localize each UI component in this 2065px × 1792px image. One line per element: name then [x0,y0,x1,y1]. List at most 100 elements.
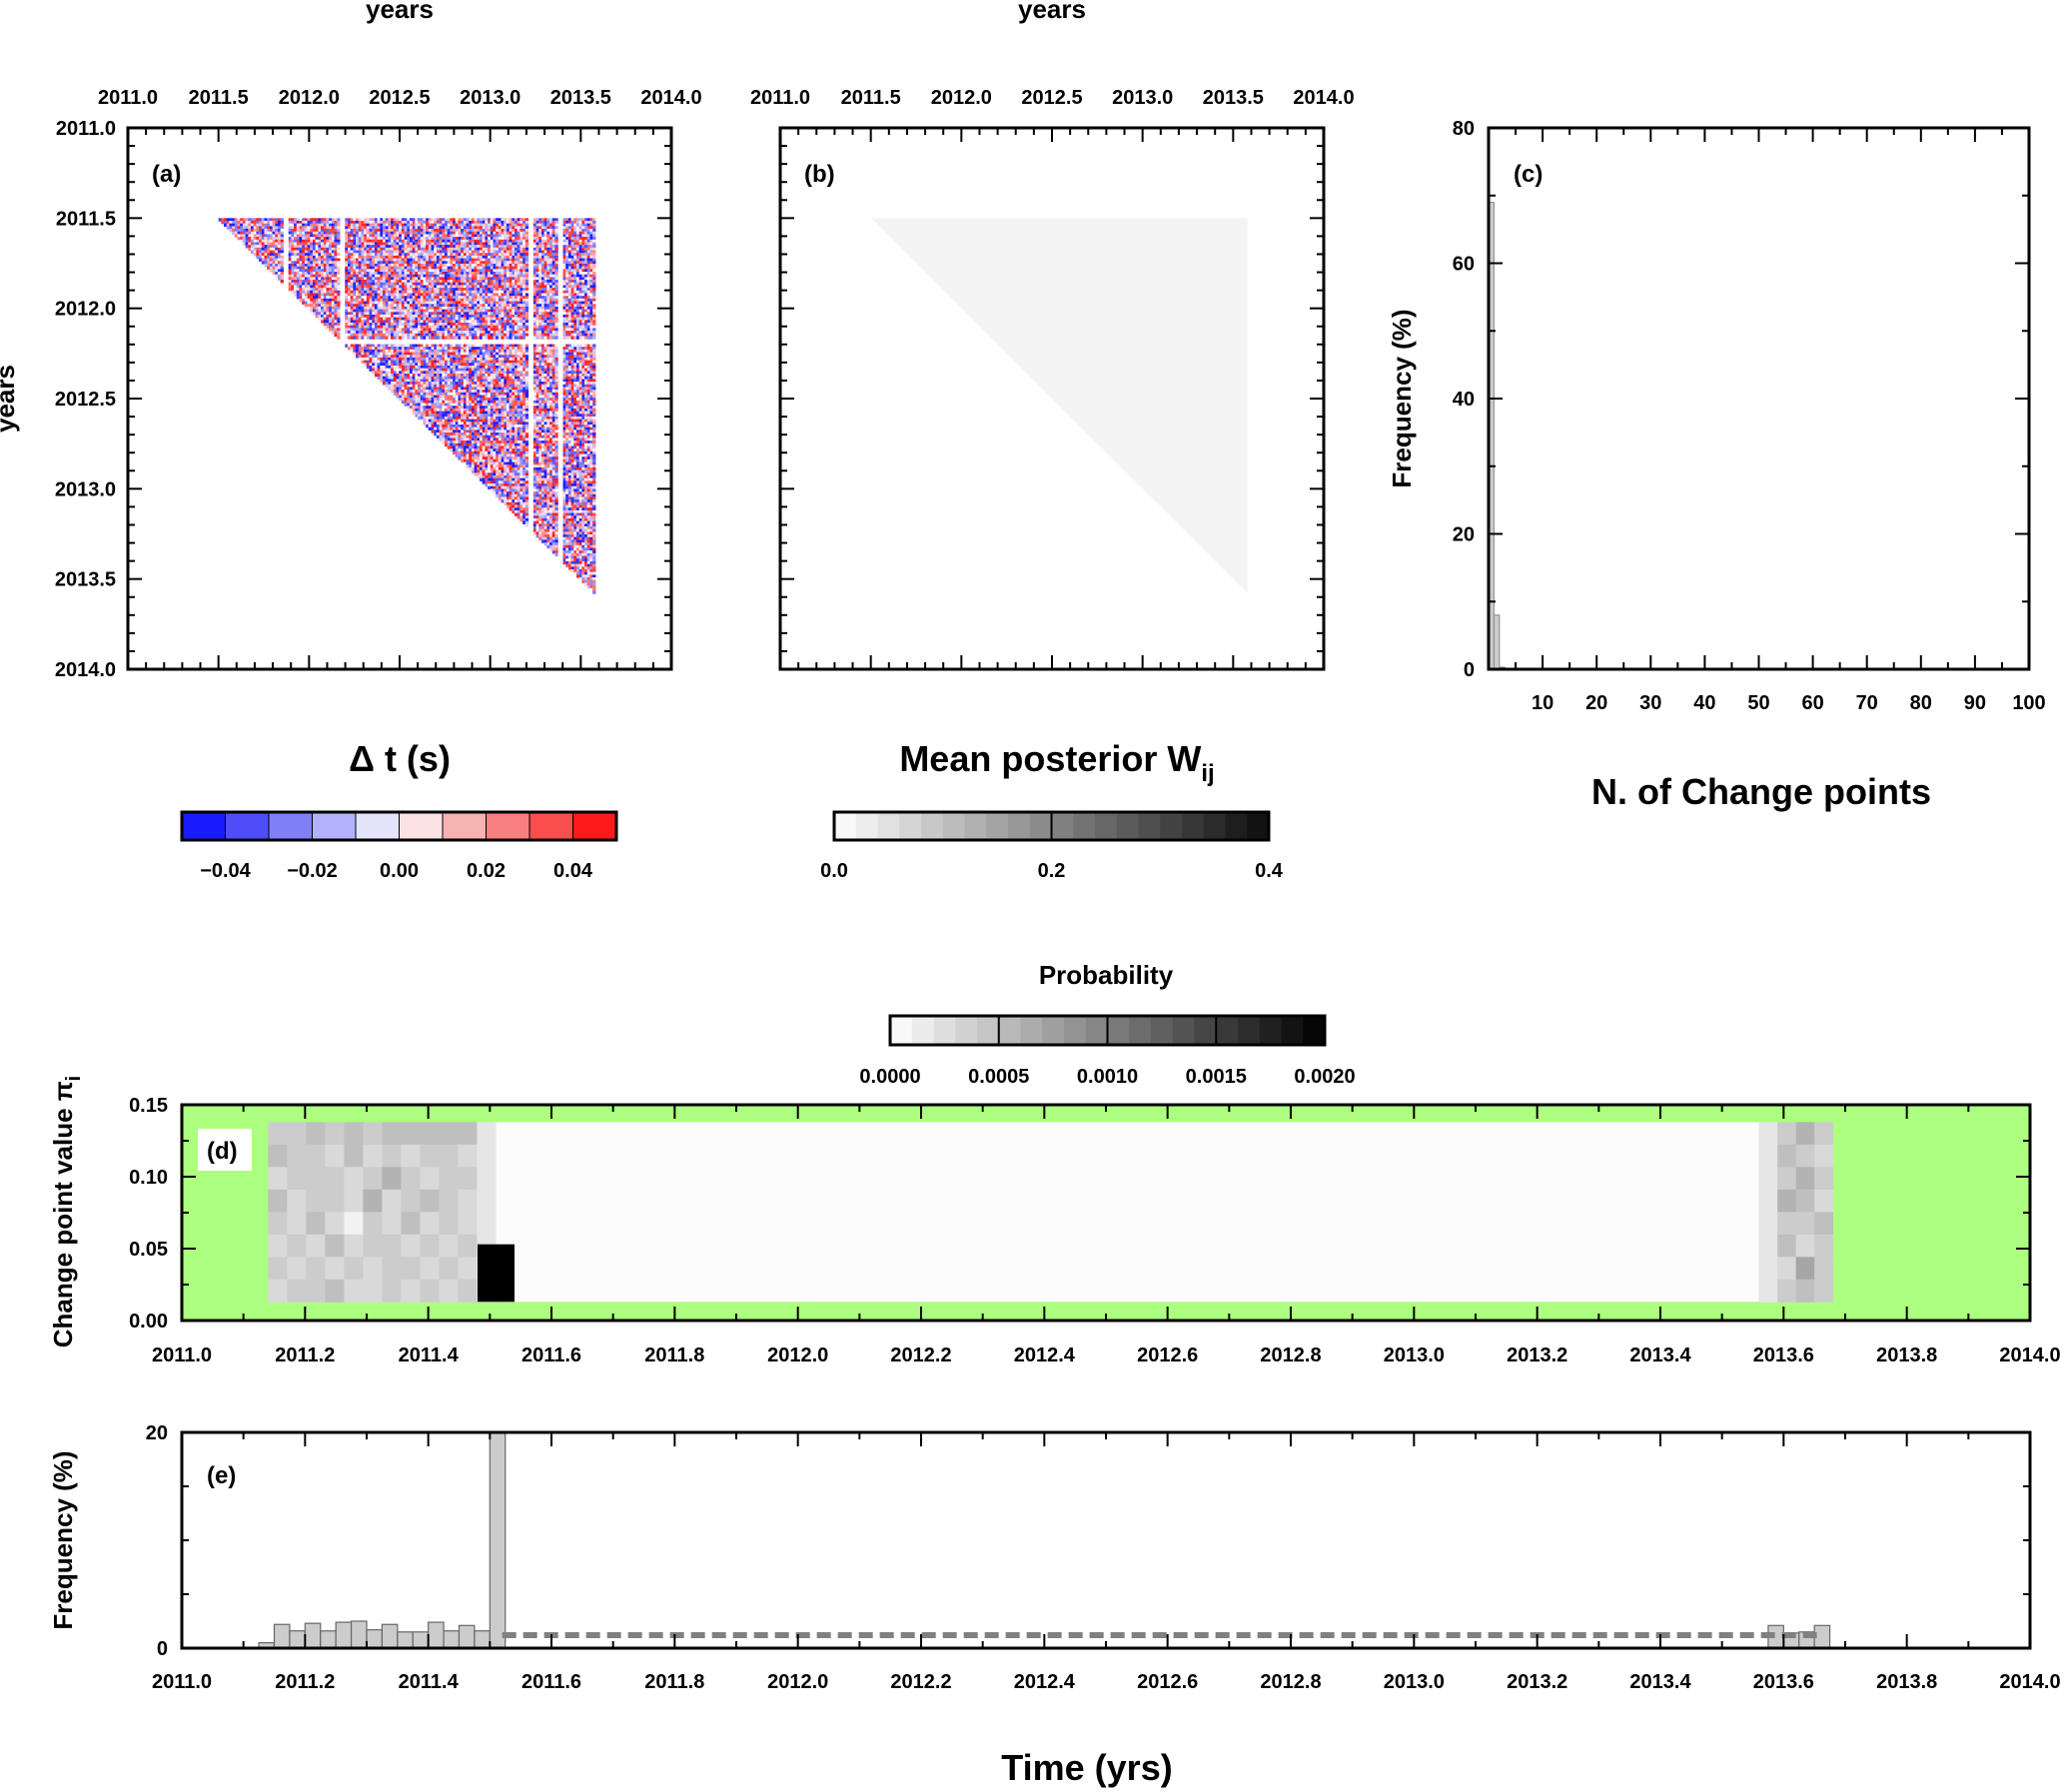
heatmap-cell [369,285,373,289]
heatmap-cell [575,221,580,225]
heatmap-cell [393,223,398,227]
heatmap-cell [477,263,481,268]
heatmap-cell [535,242,539,246]
heatmap-cell [259,239,263,244]
heatmap-cell [304,239,309,244]
heatmap-cell [240,237,244,241]
heatmap-cell [323,282,328,287]
heatmap-cell [504,263,508,268]
heatmap-cell [364,274,368,278]
heatmap-cell [581,274,585,278]
heatmap-cell [477,269,481,273]
heatmap-cell [509,277,513,281]
heatmap-cell [250,237,255,241]
heatmap-cell [256,239,260,244]
heatmap-cell [466,223,470,227]
heatmap-cell [485,239,489,244]
heatmap-cell [323,274,328,278]
heatmap-cell [404,263,408,268]
heatmap-cell [366,250,371,254]
heatmap-cell [509,263,513,268]
heatmap-cell [509,250,513,254]
heatmap-cell [418,245,422,249]
heatmap-cell [575,274,580,278]
heatmap-cell [546,298,550,303]
heatmap-cell [428,229,433,233]
heatmap-cell [586,218,591,222]
heatmap-cell [524,272,529,276]
heatmap-cell [586,296,591,300]
heatmap-cell [575,263,580,268]
heatmap-cell [358,261,363,265]
heatmap-cell [477,288,481,292]
heatmap-cell [388,272,392,276]
heatmap-cell [302,231,306,236]
heatmap-cell [479,231,484,236]
heatmap-cell [540,250,545,254]
heatmap-cell [380,296,384,300]
heatmap-cell [479,258,484,262]
heatmap-cell [404,293,408,297]
heatmap-cell [256,231,260,236]
heatmap-cell [393,272,398,276]
heatmap-cell [350,229,354,233]
heatmap-cell [366,280,371,284]
heatmap-cell [565,266,569,270]
heatmap-cell [377,245,381,249]
heatmap-cell [326,253,330,257]
heatmap-cell [420,288,425,292]
heatmap-cell [380,247,384,252]
heatmap-cell [512,247,516,252]
heatmap-cell [388,269,392,273]
heatmap-cell [538,293,542,297]
heatmap-cell [485,263,489,268]
heatmap-cell [412,242,416,246]
heatmap-cell [304,221,309,225]
heatmap-cell [323,266,328,270]
heatmap-cell [455,223,460,227]
heatmap-cell [280,253,284,257]
heatmap-cell [498,258,503,262]
heatmap-cell [364,263,368,268]
heatmap-cell [447,245,451,249]
heatmap-cell [573,266,577,270]
heatmap-cell [474,277,478,281]
heatmap-cell [549,253,553,257]
heatmap-cell [321,285,325,289]
heatmap-cell [565,263,569,268]
heatmap-cell [512,285,516,289]
heatmap-cell [538,231,542,236]
heatmap-cell [310,298,314,303]
heatmap-cell [453,293,457,297]
heatmap-cell [565,280,569,284]
heatmap-cell [474,274,478,278]
heatmap-cell [409,290,414,295]
heatmap-cell [280,234,284,238]
heatmap-cell [312,280,317,284]
heatmap-cell [543,229,547,233]
heatmap-cell [546,255,550,260]
heatmap-cell [307,247,311,252]
heatmap-cell [498,280,503,284]
heatmap-cell [535,263,539,268]
heatmap-cell [399,296,403,300]
heatmap-cell [461,242,465,246]
heatmap-cell [589,255,593,260]
heatmap-cell [450,301,454,305]
heatmap-cell [535,221,539,225]
heatmap-cell [509,266,513,270]
heatmap-cell [277,247,282,252]
heatmap-cell [554,263,558,268]
heatmap-cell [337,263,341,268]
heatmap-cell [380,288,384,292]
heatmap-cell [436,266,441,270]
heatmap-cell [321,301,325,305]
heatmap-cell [546,247,550,252]
heatmap-cell [469,296,473,300]
heatmap-cell [444,255,449,260]
heatmap-cell [493,296,497,300]
heatmap-cell [509,296,513,300]
heatmap-cell [477,221,481,225]
heatmap-cell [253,229,257,233]
heatmap-cell [423,263,427,268]
